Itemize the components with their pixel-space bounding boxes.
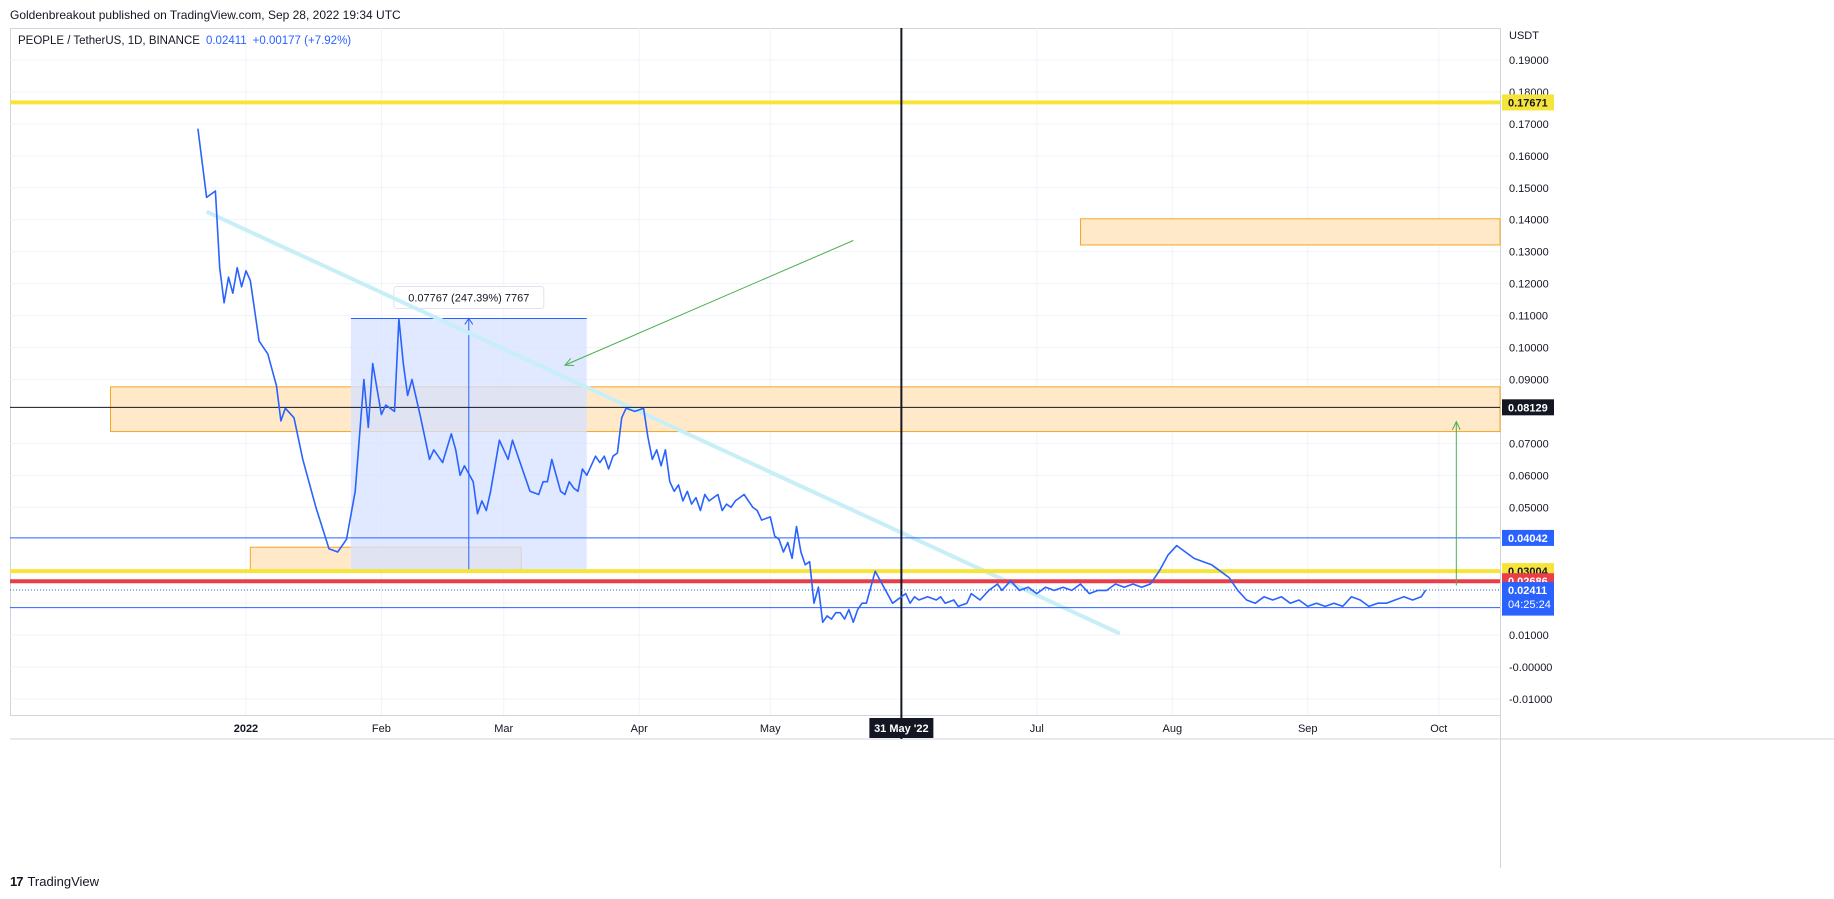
current-price-label: 0.02411 bbox=[1508, 585, 1547, 597]
arrow-head-icon bbox=[1451, 420, 1461, 430]
x-tick-label: May bbox=[760, 723, 781, 735]
crosshair-date-label: 31 May '22 bbox=[874, 723, 929, 735]
measure-label: 0.07767 (247.39%) 7767 bbox=[408, 292, 529, 304]
y-tick-label: 0.19000 bbox=[1509, 55, 1549, 67]
y-tick-label: 0.06000 bbox=[1509, 470, 1549, 482]
y-tick-label: 0.16000 bbox=[1509, 151, 1549, 163]
y-tick-label: 0.05000 bbox=[1509, 502, 1549, 514]
current-price-tag bbox=[1502, 582, 1554, 613]
legend-symbol: PEOPLE / TetherUS, 1D, BINANCE bbox=[18, 35, 200, 47]
y-tick-label: 0.15000 bbox=[1509, 183, 1549, 195]
y-tick-label: -0.01000 bbox=[1509, 694, 1552, 706]
y-tick-label: 0.12000 bbox=[1509, 279, 1549, 291]
supply-demand-zone[interactable] bbox=[1080, 218, 1501, 246]
price-series-line[interactable] bbox=[197, 128, 1427, 624]
y-tick-label: 0.07000 bbox=[1509, 438, 1549, 450]
plot-frame bbox=[10, 28, 1501, 716]
x-tick-label: Oct bbox=[1430, 723, 1447, 735]
y-tick-label: 0.14000 bbox=[1509, 215, 1549, 227]
level-price-label: 0.04042 bbox=[1508, 533, 1548, 545]
footer-brand-text: TradingView bbox=[27, 874, 100, 889]
price-chart-svg[interactable]: 0.190000.180000.170000.160000.150000.140… bbox=[10, 28, 1834, 868]
x-tick-label: Apr bbox=[631, 723, 648, 735]
crosshair-date-tag bbox=[869, 718, 934, 738]
x-tick-label: Jul bbox=[1030, 723, 1044, 735]
level-price-label: 0.08129 bbox=[1508, 402, 1548, 414]
y-tick-label: 0.09000 bbox=[1509, 374, 1549, 386]
level-price-tag bbox=[1502, 94, 1554, 111]
y-tick-label: -0.00000 bbox=[1509, 662, 1552, 674]
footer-brand[interactable]: 17 TradingView bbox=[10, 874, 99, 889]
y-tick-label: 0.10000 bbox=[1509, 343, 1549, 355]
y-tick-label: 0.11000 bbox=[1509, 311, 1548, 323]
legend-change: +0.00177 (+7.92%) bbox=[252, 35, 352, 47]
supply-demand-zone[interactable] bbox=[109, 386, 1501, 433]
x-tick-label: Aug bbox=[1162, 723, 1182, 735]
legend-price: 0.02411 bbox=[205, 35, 247, 47]
chart-area[interactable]: 0.19000 0.18000 0.17000 0.16000 0.15000 0.140… bbox=[10, 28, 1834, 868]
x-tick-label: Feb bbox=[372, 723, 391, 735]
x-tick-label: 2022 bbox=[234, 723, 258, 735]
x-tick-label: Mar bbox=[494, 723, 513, 735]
descending-trendline[interactable] bbox=[205, 209, 1121, 636]
symbol-legend: PEOPLE / TetherUS, 1D, BINANCE 0.02411 +0.… bbox=[18, 35, 351, 47]
y-tick-label: 0.13000 bbox=[1509, 247, 1549, 259]
bar-countdown-label: 04:25:24 bbox=[1508, 599, 1551, 611]
projection-arrow-line[interactable] bbox=[564, 240, 854, 366]
measure-arrow-icon bbox=[464, 317, 474, 325]
y-tick-label: 0.17000 bbox=[1509, 119, 1549, 131]
level-price-label: 0.17671 bbox=[1508, 97, 1548, 109]
y-tick-label: 0.01000 bbox=[1509, 630, 1549, 642]
arrow-head-icon bbox=[563, 357, 574, 366]
level-price-tag bbox=[1502, 529, 1554, 546]
y-axis-title: USDT bbox=[1509, 30, 1539, 42]
tradingview-logo-icon: 17 bbox=[10, 874, 24, 889]
published-line: Goldenbreakout published on TradingView.… bbox=[10, 8, 401, 22]
x-tick-label: Sep bbox=[1298, 723, 1318, 735]
level-price-tag bbox=[1502, 399, 1554, 416]
